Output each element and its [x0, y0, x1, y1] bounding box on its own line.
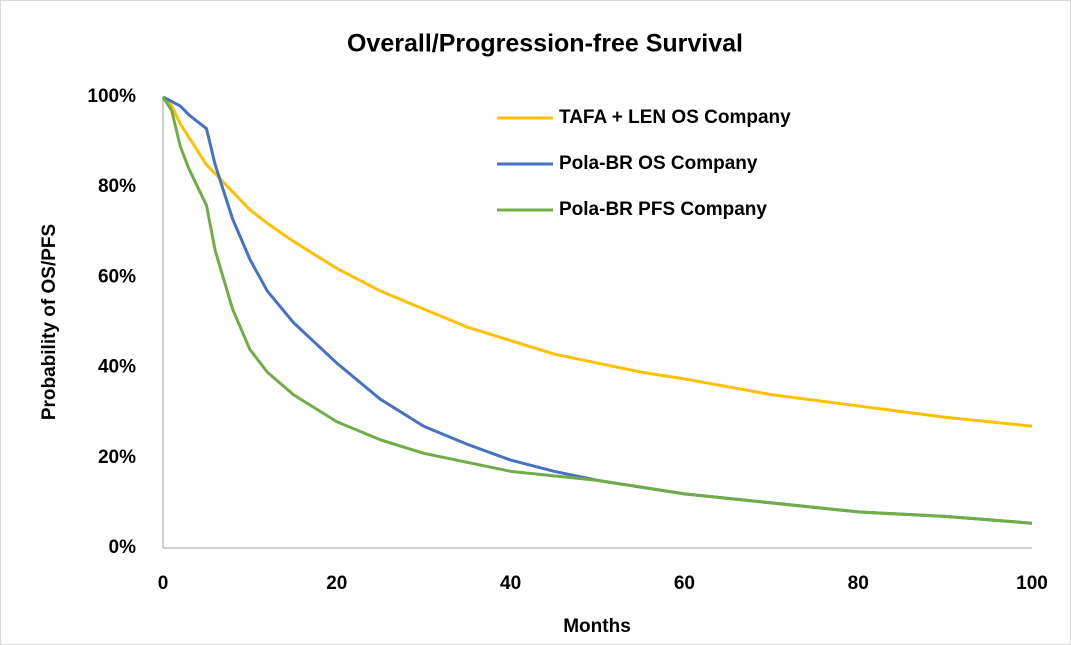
- x-tick-label: 100: [1016, 573, 1048, 594]
- y-axis-label: Probability of OS/PFS: [39, 224, 60, 420]
- x-axis-label: Months: [563, 616, 631, 637]
- legend-label: TAFA + LEN OS Company: [559, 107, 791, 128]
- series-line: [161, 96, 1033, 525]
- x-tick-label: 20: [326, 573, 347, 594]
- x-tick-label: 40: [500, 573, 521, 594]
- y-tick-label: 60%: [98, 266, 136, 287]
- y-tick-label: 80%: [98, 176, 136, 197]
- y-tick-label: 20%: [98, 447, 136, 468]
- y-tick-label: 40%: [98, 357, 136, 378]
- chart-title: Overall/Progression-free Survival: [347, 30, 743, 58]
- y-tick-label: 100%: [87, 86, 136, 107]
- legend-label: Pola-BR OS Company: [559, 153, 758, 174]
- x-tick-label: 0: [158, 573, 169, 594]
- x-tick-label: 60: [674, 573, 695, 594]
- legend-label: Pola-BR PFS Company: [559, 199, 767, 220]
- x-tick-label: 80: [848, 573, 869, 594]
- series-line: [161, 95, 1033, 428]
- y-tick-label: 0%: [109, 537, 137, 558]
